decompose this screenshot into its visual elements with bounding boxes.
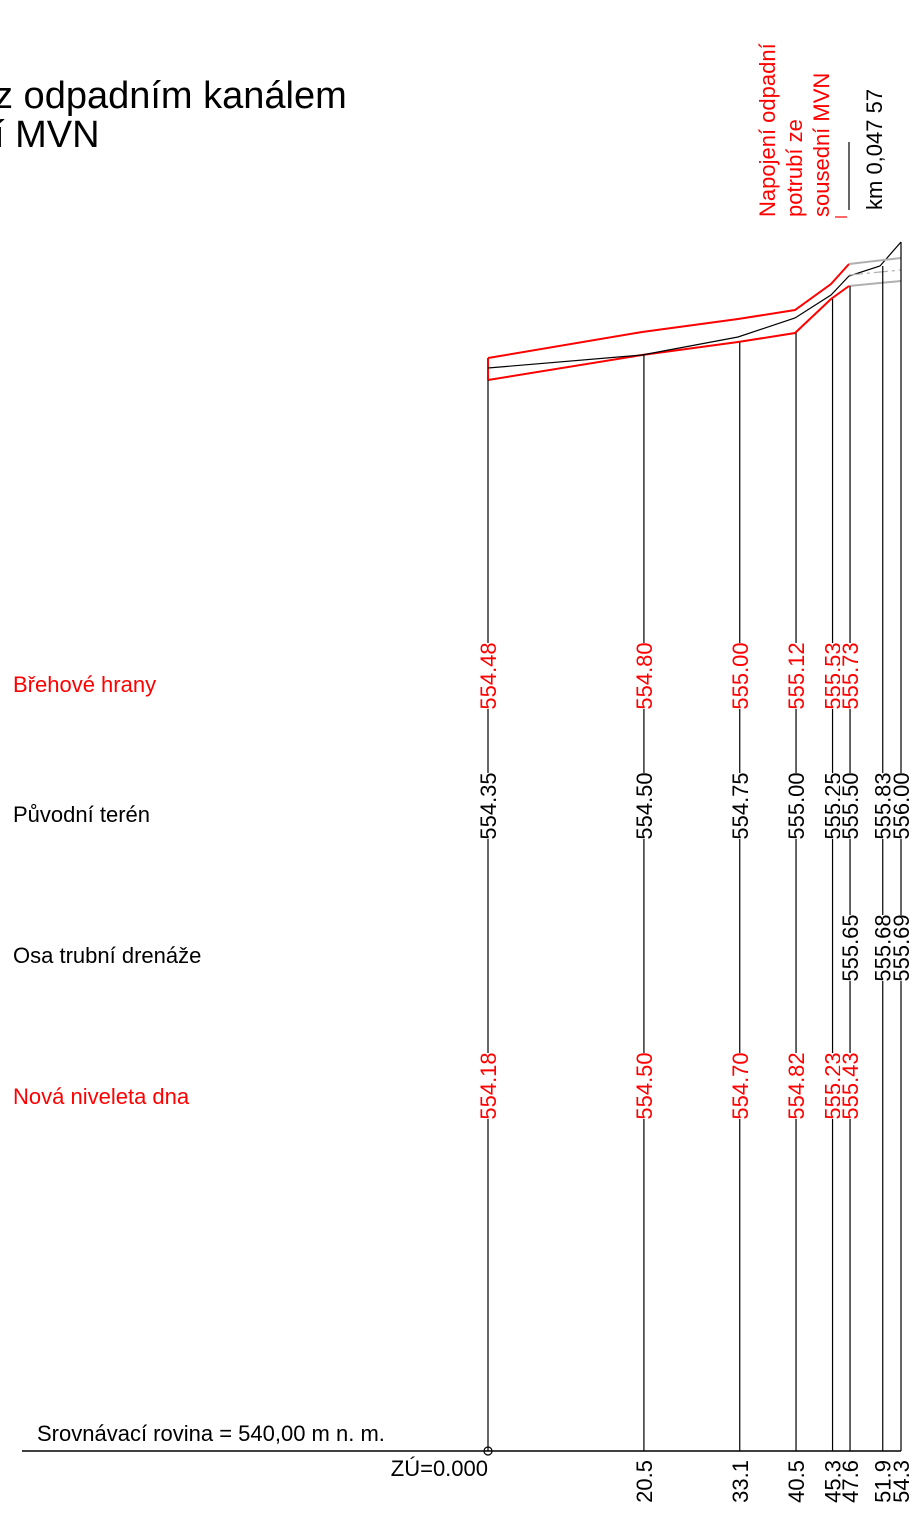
value-label-brehove-hrany: 555.12 [784,642,809,709]
value-label-puvodni-teren: 554.75 [728,772,753,839]
value-label-nova-niveleta: 554.82 [784,1052,809,1119]
value-label-bg [872,773,893,839]
row-label-nova-niveleta: Nová niveleta dna [13,1084,190,1109]
value-label-bg [891,773,911,839]
value-label-bg [633,1053,654,1119]
station-label: ZÚ=0.000 [391,1456,488,1481]
value-label-puvodni-teren: 554.50 [632,772,657,839]
value-label-brehove-hrany: 554.80 [632,642,657,709]
value-label-bg [840,643,861,709]
value-label-bg [729,1053,750,1119]
value-label-osa-drenaze: 555.69 [889,914,914,981]
value-label-bg [822,643,843,709]
value-label-brehove-hrany: 554.48 [476,642,501,709]
connection-annotation: Napojení odpadní potrubí ze sousední MVN… [755,43,887,218]
annotation-line-1: Napojení odpadní [755,43,780,217]
value-label-bg [729,773,750,839]
pipe-bottom [848,280,902,287]
value-label-osa-drenaze: 555.65 [838,914,863,981]
design-top-edge [487,263,850,359]
station-label: 47.6 [838,1460,863,1503]
title-line-2: í MVN [0,114,100,156]
row-label-puvodni-teren: Původní terén [13,802,150,827]
station-annotation: km 0,047 57 [862,89,887,210]
station-columns: 554.48 554.35 554.18 ZÚ=0.000 554.80 554.50 55… [391,242,914,1503]
value-label-bg [872,915,893,981]
station-label: 40.5 [784,1460,809,1503]
row-label-brehove-hrany: Břehové hrany [13,672,156,697]
value-label-puvodni-teren: 555.50 [838,772,863,839]
value-label-bg [633,773,654,839]
value-label-nova-niveleta: 554.70 [728,1052,753,1119]
value-label-nova-niveleta: 554.50 [632,1052,657,1119]
value-label-bg [840,1053,861,1119]
value-label-bg [786,1053,807,1119]
annotation-line-2: potrubí ze [782,119,807,217]
value-label-bg [478,1053,498,1119]
value-label-brehove-hrany: 555.73 [838,642,863,709]
pipe-axis [848,269,902,276]
datum-label: Srovnávací rovina = 540,00 m n. m. [37,1421,385,1446]
value-label-puvodni-teren: 555.00 [784,772,809,839]
value-label-bg [891,915,911,981]
value-label-bg [786,643,807,709]
value-label-bg [840,915,861,981]
value-label-bg [633,643,654,709]
value-label-puvodni-teren: 556.00 [889,772,914,839]
station-label: 45.3 [821,1460,846,1503]
pipe-top [848,257,902,265]
value-label-nova-niveleta: 555.43 [838,1052,863,1119]
row-label-osa-drenaze: Osa trubní drenáže [13,943,201,968]
value-label-bg [478,773,498,839]
value-label-bg [729,643,750,709]
value-label-puvodni-teren: 554.35 [476,772,501,839]
station-label: 20.5 [632,1460,657,1503]
design-bottom-edge [487,285,850,381]
original-terrain [487,241,902,369]
profile-drawing [487,241,902,381]
value-label-bg [478,643,498,709]
value-label-brehove-hrany: 555.00 [728,642,753,709]
station-label: 51.9 [871,1460,896,1503]
value-label-bg [822,773,843,839]
value-label-bg [840,773,861,839]
value-label-nova-niveleta: 554.18 [476,1052,501,1119]
title-line-1: z odpadním kanálem [0,75,347,117]
station-label: 54.3 [889,1460,914,1503]
annotation-line-3: sousední MVN [809,73,834,217]
value-label-bg [786,773,807,839]
station-label: 33.1 [728,1460,753,1503]
value-label-bg [822,1053,843,1119]
